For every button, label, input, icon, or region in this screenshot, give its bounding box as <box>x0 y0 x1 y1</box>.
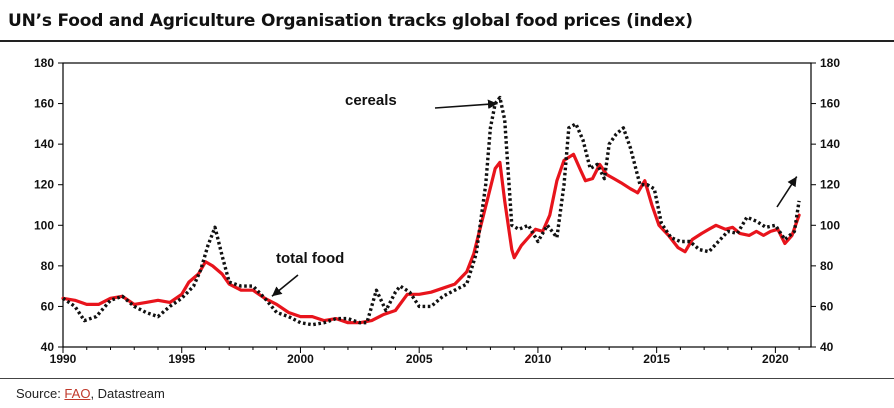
title-rule <box>0 40 894 42</box>
series-line-total-food <box>61 152 801 325</box>
y-tick-label-right: 40 <box>820 340 834 354</box>
y-tick-label-right: 140 <box>820 137 840 151</box>
annotation-arrow <box>271 274 299 297</box>
x-tick-label: 1990 <box>50 352 77 366</box>
chart-series <box>61 95 801 327</box>
line-chart: 40 40 60 60 80 80 100 100 120 120 140 140 160 160 180 1… <box>34 56 840 366</box>
x-tick-label: 2015 <box>643 352 670 366</box>
chart-annotations: cereals total food <box>271 92 798 297</box>
y-tick-label-left: 140 <box>34 137 54 151</box>
source-prefix: Source: <box>16 386 65 401</box>
x-tick-label: 2005 <box>406 352 433 366</box>
annotation-arrow <box>776 176 798 208</box>
y-tick-label-right: 180 <box>820 56 840 70</box>
y-tick-label-right: 160 <box>820 97 840 111</box>
source-rule <box>0 378 894 379</box>
annotation-label: total food <box>276 250 344 267</box>
y-tick-label-left: 160 <box>34 97 54 111</box>
series-line-cereals <box>62 95 801 327</box>
y-tick-label-left: 60 <box>41 299 55 313</box>
source-note: Source: FAO, Datastream <box>16 386 165 401</box>
y-tick-label-right: 80 <box>820 259 834 273</box>
y-tick-label-right: 120 <box>820 178 840 192</box>
chart-title: UN’s Food and Agriculture Organisation t… <box>8 11 693 31</box>
y-tick-label-left: 120 <box>34 178 54 192</box>
y-tick-label-right: 60 <box>820 299 834 313</box>
x-tick-label: 1995 <box>168 352 195 366</box>
annotation-arrow <box>434 99 498 110</box>
y-tick-label-left: 40 <box>41 340 55 354</box>
plot-frame <box>62 62 812 348</box>
x-tick-label: 2000 <box>287 352 314 366</box>
source-link-fao[interactable]: FAO <box>64 386 91 401</box>
chart-axes: 40 40 60 60 80 80 100 100 120 120 140 140 160 160 180 1… <box>34 56 840 366</box>
annotation-label: cereals <box>345 92 397 109</box>
y-tick-label-left: 80 <box>41 259 55 273</box>
y-tick-label-left: 180 <box>34 56 54 70</box>
y-tick-label-left: 100 <box>34 218 54 232</box>
x-tick-label: 2010 <box>525 352 552 366</box>
source-rest: , Datastream <box>90 386 165 401</box>
y-tick-label-right: 100 <box>820 218 840 232</box>
x-tick-label: 2020 <box>762 352 789 366</box>
